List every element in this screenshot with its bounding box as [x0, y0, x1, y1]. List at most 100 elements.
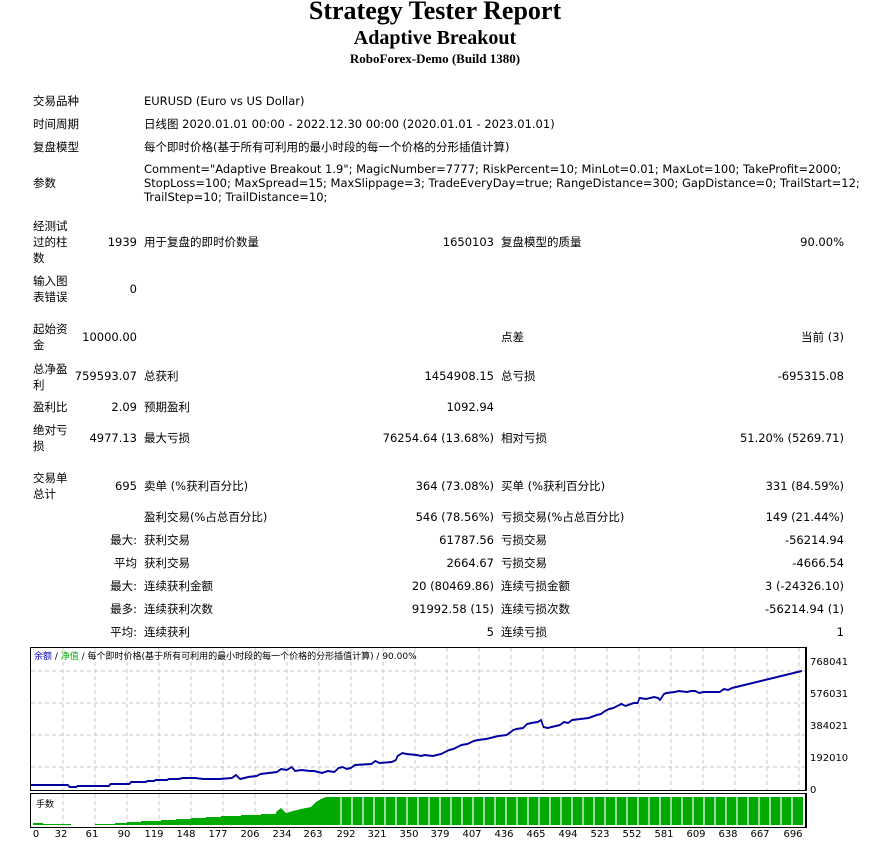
volume-label: 手数	[36, 800, 55, 810]
report-title: Strategy Tester Report	[308, 0, 562, 25]
largest-prefix: 最大:	[110, 533, 137, 547]
gross-loss-value: -695315.08	[777, 369, 844, 383]
x-tick: 494	[558, 829, 578, 840]
legend-balance: 余额	[34, 652, 53, 662]
x-tick: 350	[399, 829, 419, 840]
chart-legend: 余额 / 净值 / 每个即时价格(基于所有可利用的最小时段的每一个价格的分形插值…	[34, 649, 417, 662]
x-tick: 90	[117, 829, 131, 840]
x-tick: 581	[654, 829, 674, 840]
x-tick: 552	[622, 829, 642, 840]
loss-trades-label: 亏损交易(%占总百分比)	[501, 510, 625, 524]
avg-consec-wins-value: 5	[486, 625, 494, 639]
spread-value: 当前 (3)	[801, 330, 844, 344]
average-loss-value: -4666.54	[792, 556, 844, 570]
quality-label: 复盘模型的质量	[501, 235, 582, 249]
gross-loss-label: 总亏损	[501, 369, 536, 383]
y-tick-768041: 768041	[810, 657, 849, 668]
deposit-value: 10000.00	[82, 330, 137, 344]
profit-factor-value: 2.09	[111, 400, 137, 414]
abs-drawdown-value: 4977.13	[89, 431, 137, 445]
profit-trades-label: 盈利交易(%占总百分比)	[144, 510, 268, 524]
period-label: 时间周期	[33, 117, 79, 131]
legend-equity: 净值	[60, 652, 79, 662]
net-profit-label: 总净盈利	[33, 362, 68, 392]
volume-chart	[30, 793, 807, 828]
total-trades-value: 695	[115, 479, 137, 493]
x-tick: 61	[85, 829, 99, 840]
short-trades-label: 卖单 (%获利百分比)	[144, 479, 249, 493]
payoff-value: 1092.94	[446, 400, 494, 414]
long-trades-value: 331 (84.59%)	[765, 479, 844, 493]
payoff-label: 预期盈利	[144, 400, 190, 414]
net-profit-value: 759593.07	[74, 369, 137, 383]
spread-label: 点差	[501, 330, 524, 344]
long-trades-label: 买单 (%获利百分比)	[501, 479, 606, 493]
params-line-3: TrailStep=10; TrailDistance=10;	[144, 190, 328, 204]
bars-label: 经测试过的柱数	[33, 219, 68, 265]
x-tick: 206	[240, 829, 260, 840]
avg-consec-losses-value: 1	[836, 625, 844, 639]
legend-rest: / 每个即时价格(基于所有可利用的最小时段的每一个价格的分形插值计算) / 90…	[78, 652, 417, 662]
x-tick: 292	[336, 829, 356, 840]
x-tick: 234	[272, 829, 292, 840]
balance-chart-svg	[31, 648, 805, 790]
most-prefix: 最多:	[110, 602, 137, 616]
x-tick: 465	[526, 829, 546, 840]
bars-value: 1939	[107, 235, 137, 249]
balance-line	[31, 670, 802, 788]
max-consec-losses-label: 连续亏损金额	[501, 579, 570, 593]
avg-prefix: 平均:	[110, 625, 137, 639]
errors-label: 输入图表错误	[33, 274, 68, 304]
ticks-label: 用于复盘的即时价数量	[144, 235, 259, 249]
expert-name: Adaptive Breakout	[353, 27, 517, 49]
deposit-label: 起始资金	[33, 322, 68, 352]
x-tick: 119	[144, 829, 164, 840]
largest-loss-value: -56214.94	[784, 533, 844, 547]
gross-profit-value: 1454908.15	[424, 369, 494, 383]
average-prefix: 平均	[114, 556, 137, 570]
symbol-label: 交易品种	[33, 94, 79, 108]
max-consec-profit-value: 91992.58 (15)	[411, 602, 494, 616]
model-value: 每个即时价格(基于所有可利用的最小时段的每一个价格的分形插值计算)	[144, 140, 510, 154]
x-tick: 638	[718, 829, 738, 840]
x-tick: 0	[32, 829, 40, 840]
y-tick-576031: 576031	[810, 689, 849, 700]
largest-profit-value: 61787.56	[439, 533, 494, 547]
quality-value: 90.00%	[800, 235, 844, 249]
volume-chart-svg	[33, 794, 803, 827]
average-profit-value: 2664.67	[446, 556, 494, 570]
x-tick: 407	[462, 829, 482, 840]
x-tick: 667	[750, 829, 770, 840]
x-tick: 148	[176, 829, 196, 840]
x-tick: 177	[208, 829, 228, 840]
max-consec-loss-label: 连续亏损次数	[501, 602, 570, 616]
max-drawdown-label: 最大亏损	[144, 431, 190, 445]
short-trades-value: 364 (73.08%)	[415, 479, 494, 493]
rel-drawdown-label: 相对亏损	[501, 431, 547, 445]
ticks-value: 1650103	[442, 235, 494, 249]
server-build: RoboForex-Demo (Build 1380)	[349, 51, 521, 66]
model-label: 复盘模型	[33, 140, 79, 154]
max-consec-profit-label: 连续获利次数	[144, 602, 213, 616]
x-tick: 263	[303, 829, 323, 840]
abs-drawdown-label: 绝对亏损	[33, 423, 68, 453]
params-line-1: Comment="Adaptive Breakout 1.9"; MagicNu…	[144, 162, 842, 176]
params-line-2: StopLoss=100; MaxSpread=15; MaxSlippage=…	[144, 176, 860, 190]
gross-profit-label: 总获利	[144, 369, 179, 383]
max-consec-wins-label: 连续获利金额	[144, 579, 213, 593]
avg-consec-wins-label: 连续获利	[144, 625, 190, 639]
y-tick-384021: 384021	[810, 721, 849, 732]
max-consec-loss-value: -56214.94 (1)	[765, 602, 844, 616]
max-consec-losses-value: 3 (-24326.10)	[765, 579, 844, 593]
loss-trades-value: 149 (21.44%)	[765, 510, 844, 524]
x-tick: 523	[590, 829, 610, 840]
profit-factor-label: 盈利比	[33, 400, 68, 414]
x-tick: 32	[54, 829, 68, 840]
balance-chart	[30, 647, 807, 791]
x-tick: 321	[367, 829, 387, 840]
avg-consec-losses-label: 连续亏损	[501, 625, 547, 639]
x-tick: 436	[494, 829, 514, 840]
x-tick: 379	[430, 829, 450, 840]
max-consec-wins-value: 20 (80469.86)	[411, 579, 494, 593]
symbol-value: EURUSD (Euro vs US Dollar)	[144, 94, 305, 108]
